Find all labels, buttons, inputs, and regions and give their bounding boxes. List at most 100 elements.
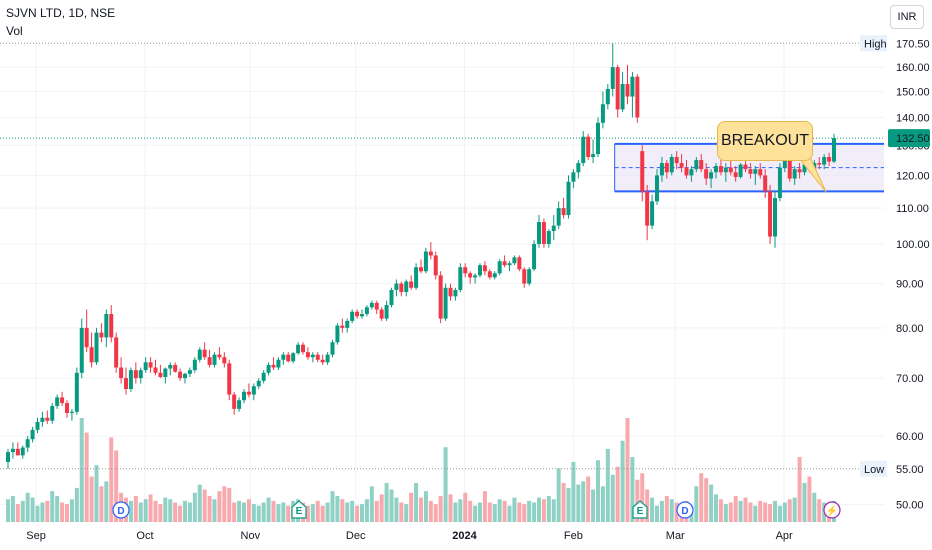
candle[interactable] [625, 64, 630, 105]
candle[interactable] [458, 263, 463, 293]
candle[interactable] [163, 367, 168, 384]
candle[interactable] [207, 349, 212, 368]
candle[interactable] [615, 64, 620, 118]
candle[interactable] [659, 157, 664, 182]
candle[interactable] [158, 364, 163, 379]
candle[interactable] [202, 342, 207, 360]
candle[interactable] [679, 154, 684, 173]
candle[interactable] [246, 383, 251, 398]
candle[interactable] [650, 194, 655, 230]
candle[interactable] [674, 151, 679, 170]
candle[interactable] [384, 300, 389, 321]
candle[interactable] [581, 131, 586, 167]
candle[interactable] [404, 279, 409, 297]
candle[interactable] [237, 397, 242, 412]
candle[interactable] [10, 442, 15, 459]
candle[interactable] [60, 391, 65, 406]
candle[interactable] [74, 367, 79, 415]
candle[interactable] [733, 166, 738, 182]
candle[interactable] [148, 357, 153, 373]
candle[interactable] [655, 169, 659, 205]
candle[interactable] [40, 411, 45, 427]
candle[interactable] [605, 84, 610, 110]
candle[interactable] [797, 163, 802, 179]
candle[interactable] [718, 160, 723, 176]
candle[interactable] [251, 383, 256, 401]
candle[interactable] [827, 152, 832, 167]
candle[interactable] [453, 287, 458, 301]
candle[interactable] [114, 332, 119, 373]
candle[interactable] [25, 436, 30, 453]
candle[interactable] [291, 352, 296, 364]
candle[interactable] [330, 339, 335, 358]
candle[interactable] [792, 166, 797, 185]
candle[interactable] [640, 145, 645, 202]
candle[interactable] [517, 255, 522, 272]
candle[interactable] [261, 370, 266, 384]
candle[interactable] [69, 408, 74, 421]
candle[interactable] [832, 133, 836, 164]
earnings-icon[interactable]: E [291, 500, 307, 519]
candle[interactable] [128, 367, 133, 392]
candle[interactable] [99, 323, 104, 343]
candle[interactable] [320, 354, 325, 365]
candle[interactable] [768, 184, 773, 244]
candle[interactable] [443, 283, 448, 321]
candle[interactable] [576, 160, 581, 179]
candle[interactable] [773, 191, 777, 248]
candle[interactable] [187, 367, 192, 378]
candle[interactable] [758, 163, 763, 179]
candle[interactable] [709, 169, 714, 189]
candle[interactable] [94, 327, 99, 365]
candle[interactable] [281, 352, 286, 365]
candle[interactable] [645, 184, 650, 241]
candle[interactable] [635, 74, 640, 123]
candle[interactable] [45, 410, 50, 424]
candle[interactable] [482, 261, 487, 276]
candle[interactable] [369, 300, 374, 310]
candle[interactable] [586, 133, 591, 161]
candle[interactable] [266, 362, 271, 376]
candle[interactable] [143, 357, 148, 373]
candle[interactable] [232, 391, 237, 415]
candle[interactable] [419, 259, 423, 274]
candle[interactable] [350, 309, 355, 324]
candle[interactable] [345, 318, 350, 333]
candle[interactable] [409, 275, 414, 290]
candle[interactable] [109, 305, 114, 343]
candle[interactable] [153, 359, 158, 376]
candle[interactable] [296, 342, 301, 355]
candle[interactable] [527, 267, 532, 286]
candle[interactable] [596, 117, 600, 158]
candle[interactable] [242, 389, 246, 404]
candle[interactable] [340, 318, 345, 333]
candle[interactable] [689, 166, 694, 182]
candle[interactable] [532, 240, 537, 272]
candle[interactable] [305, 347, 310, 360]
dividend-icon[interactable]: D [112, 501, 130, 519]
candle[interactable] [168, 362, 173, 376]
candle[interactable] [817, 157, 822, 170]
candle[interactable] [271, 357, 276, 371]
candle[interactable] [256, 378, 261, 390]
candle[interactable] [119, 357, 124, 384]
candle[interactable] [463, 263, 468, 278]
candle[interactable] [173, 362, 178, 373]
candle[interactable] [571, 169, 576, 189]
candle[interactable] [276, 357, 281, 371]
candle[interactable] [669, 154, 674, 176]
candle[interactable] [630, 71, 635, 118]
candle[interactable] [15, 442, 20, 456]
candle[interactable] [178, 368, 183, 381]
candle[interactable] [360, 309, 364, 319]
candle[interactable] [610, 43, 615, 97]
candle[interactable] [227, 359, 232, 401]
candle[interactable] [355, 309, 360, 319]
earnings-icon[interactable]: E [632, 500, 648, 519]
candle[interactable] [183, 372, 187, 384]
candle[interactable] [423, 247, 428, 274]
candle[interactable] [448, 283, 453, 301]
candle[interactable] [748, 163, 753, 179]
candle[interactable] [546, 229, 551, 248]
candle[interactable] [522, 267, 527, 288]
